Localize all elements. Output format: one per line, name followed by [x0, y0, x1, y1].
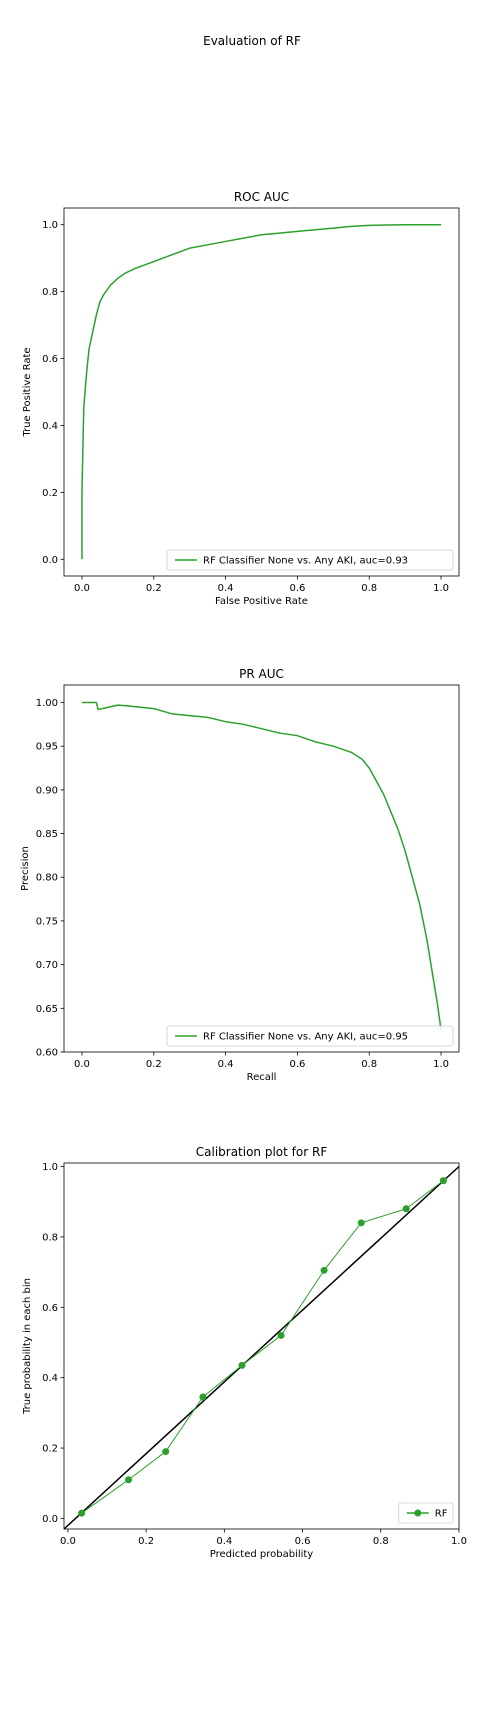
legend: RF	[398, 1502, 454, 1524]
axes-frame	[63, 207, 460, 577]
axes-frame	[63, 1162, 460, 1530]
x-tick-label: 0.6	[289, 1059, 305, 1070]
series-line	[81, 223, 442, 560]
x-tick-label: 0.2	[138, 1536, 154, 1547]
x-tick-label: 0.8	[361, 583, 377, 594]
y-tick-label: 0.80	[36, 873, 58, 884]
x-tick-label: 0.8	[361, 1059, 377, 1070]
perfect-calibration-line	[64, 1165, 459, 1529]
chart-panel-2: PR AUC 0.0 0.2 0.4 0.6 0.8 1.0 0.60 0.65 0.70 0.75…	[20, 667, 460, 1083]
data-point	[439, 1177, 447, 1185]
y-tick-label: 0.95	[36, 742, 58, 753]
y-tick-label: 0.0	[42, 555, 58, 566]
x-tick-label: 1.0	[433, 1059, 449, 1070]
chart-title: ROC AUC	[234, 190, 289, 204]
series-line	[81, 701, 442, 1031]
legend-label: RF Classifier None vs. Any AKI, auc=0.93	[203, 556, 408, 567]
data-point	[238, 1361, 246, 1369]
x-tick-label: 0.2	[146, 583, 162, 594]
chart-title: PR AUC	[239, 667, 284, 681]
figure-title: Evaluation of RF	[203, 34, 301, 48]
data-point	[402, 1205, 410, 1213]
y-tick-label: 0.2	[42, 1444, 58, 1455]
y-tick-label: 0.90	[36, 785, 58, 796]
axes-frame	[63, 684, 460, 1053]
legend-box	[166, 1025, 454, 1047]
x-tick-label: 0.0	[60, 1536, 76, 1547]
x-tick-label: 0.6	[289, 583, 305, 594]
y-axis-label: True probability in each bin	[22, 1278, 33, 1415]
x-tick-label: 0.8	[373, 1536, 389, 1547]
y-tick-label: 1.00	[36, 698, 58, 709]
legend-box	[166, 549, 454, 571]
chart-panel-3: Calibration plot for RF 0.0 0.2 0.4 0.6 0.8 1.…	[22, 1145, 467, 1560]
data-point	[199, 1393, 207, 1401]
y-tick-label: 0.6	[42, 1303, 58, 1314]
x-tick-label: 0.0	[74, 583, 90, 594]
y-tick-label: 1.0	[42, 220, 58, 231]
data-point	[357, 1219, 365, 1227]
data-point	[78, 1509, 86, 1517]
x-tick-label: 0.4	[218, 583, 234, 594]
x-axis-label: Predicted probability	[210, 1549, 314, 1560]
x-tick-label: 0.4	[216, 1536, 232, 1547]
data-point	[125, 1476, 133, 1484]
y-tick-label: 0.8	[42, 287, 58, 298]
legend-label: RF Classifier None vs. Any AKI, auc=0.95	[203, 1032, 408, 1043]
y-tick-label: 0.4	[42, 421, 58, 432]
y-axis-label: True Positive Rate	[22, 347, 33, 437]
chart-title: Calibration plot for RF	[196, 1145, 328, 1159]
data-point	[162, 1448, 170, 1456]
y-tick-label: 0.4	[42, 1373, 58, 1384]
y-tick-label: 0.65	[36, 1004, 58, 1015]
y-tick-label: 0.70	[36, 960, 58, 971]
y-tick-label: 0.0	[42, 1514, 58, 1525]
y-tick-label: 0.2	[42, 488, 58, 499]
data-point	[277, 1331, 285, 1339]
y-tick-label: 0.60	[36, 1048, 58, 1059]
y-tick-label: 0.75	[36, 916, 58, 927]
legend-marker	[414, 1509, 422, 1517]
x-tick-label: 0.2	[146, 1059, 162, 1070]
y-tick-label: 0.85	[36, 829, 58, 840]
x-tick-label: 0.4	[218, 1059, 234, 1070]
y-tick-label: 0.8	[42, 1232, 58, 1243]
x-axis-label: Recall	[247, 1072, 277, 1083]
y-tick-label: 0.6	[42, 354, 58, 365]
y-tick-label: 1.0	[42, 1162, 58, 1173]
legend: RF Classifier None vs. Any AKI, auc=0.93	[166, 549, 454, 571]
legend-label: RF	[435, 1509, 448, 1520]
x-tick-label: 1.0	[451, 1536, 467, 1547]
x-tick-label: 1.0	[433, 583, 449, 594]
legend: RF Classifier None vs. Any AKI, auc=0.95	[166, 1025, 454, 1047]
series-line	[81, 1180, 444, 1514]
x-tick-label: 0.0	[74, 1059, 90, 1070]
chart-panel-1: ROC AUC 0.0 0.2 0.4 0.6 0.8 1.0 0.0 0.2 0.4 0.6 0.8…	[22, 190, 460, 607]
data-point	[320, 1266, 328, 1274]
y-axis-label: Precision	[20, 846, 31, 891]
x-tick-label: 0.6	[295, 1536, 311, 1547]
x-axis-label: False Positive Rate	[215, 596, 308, 607]
